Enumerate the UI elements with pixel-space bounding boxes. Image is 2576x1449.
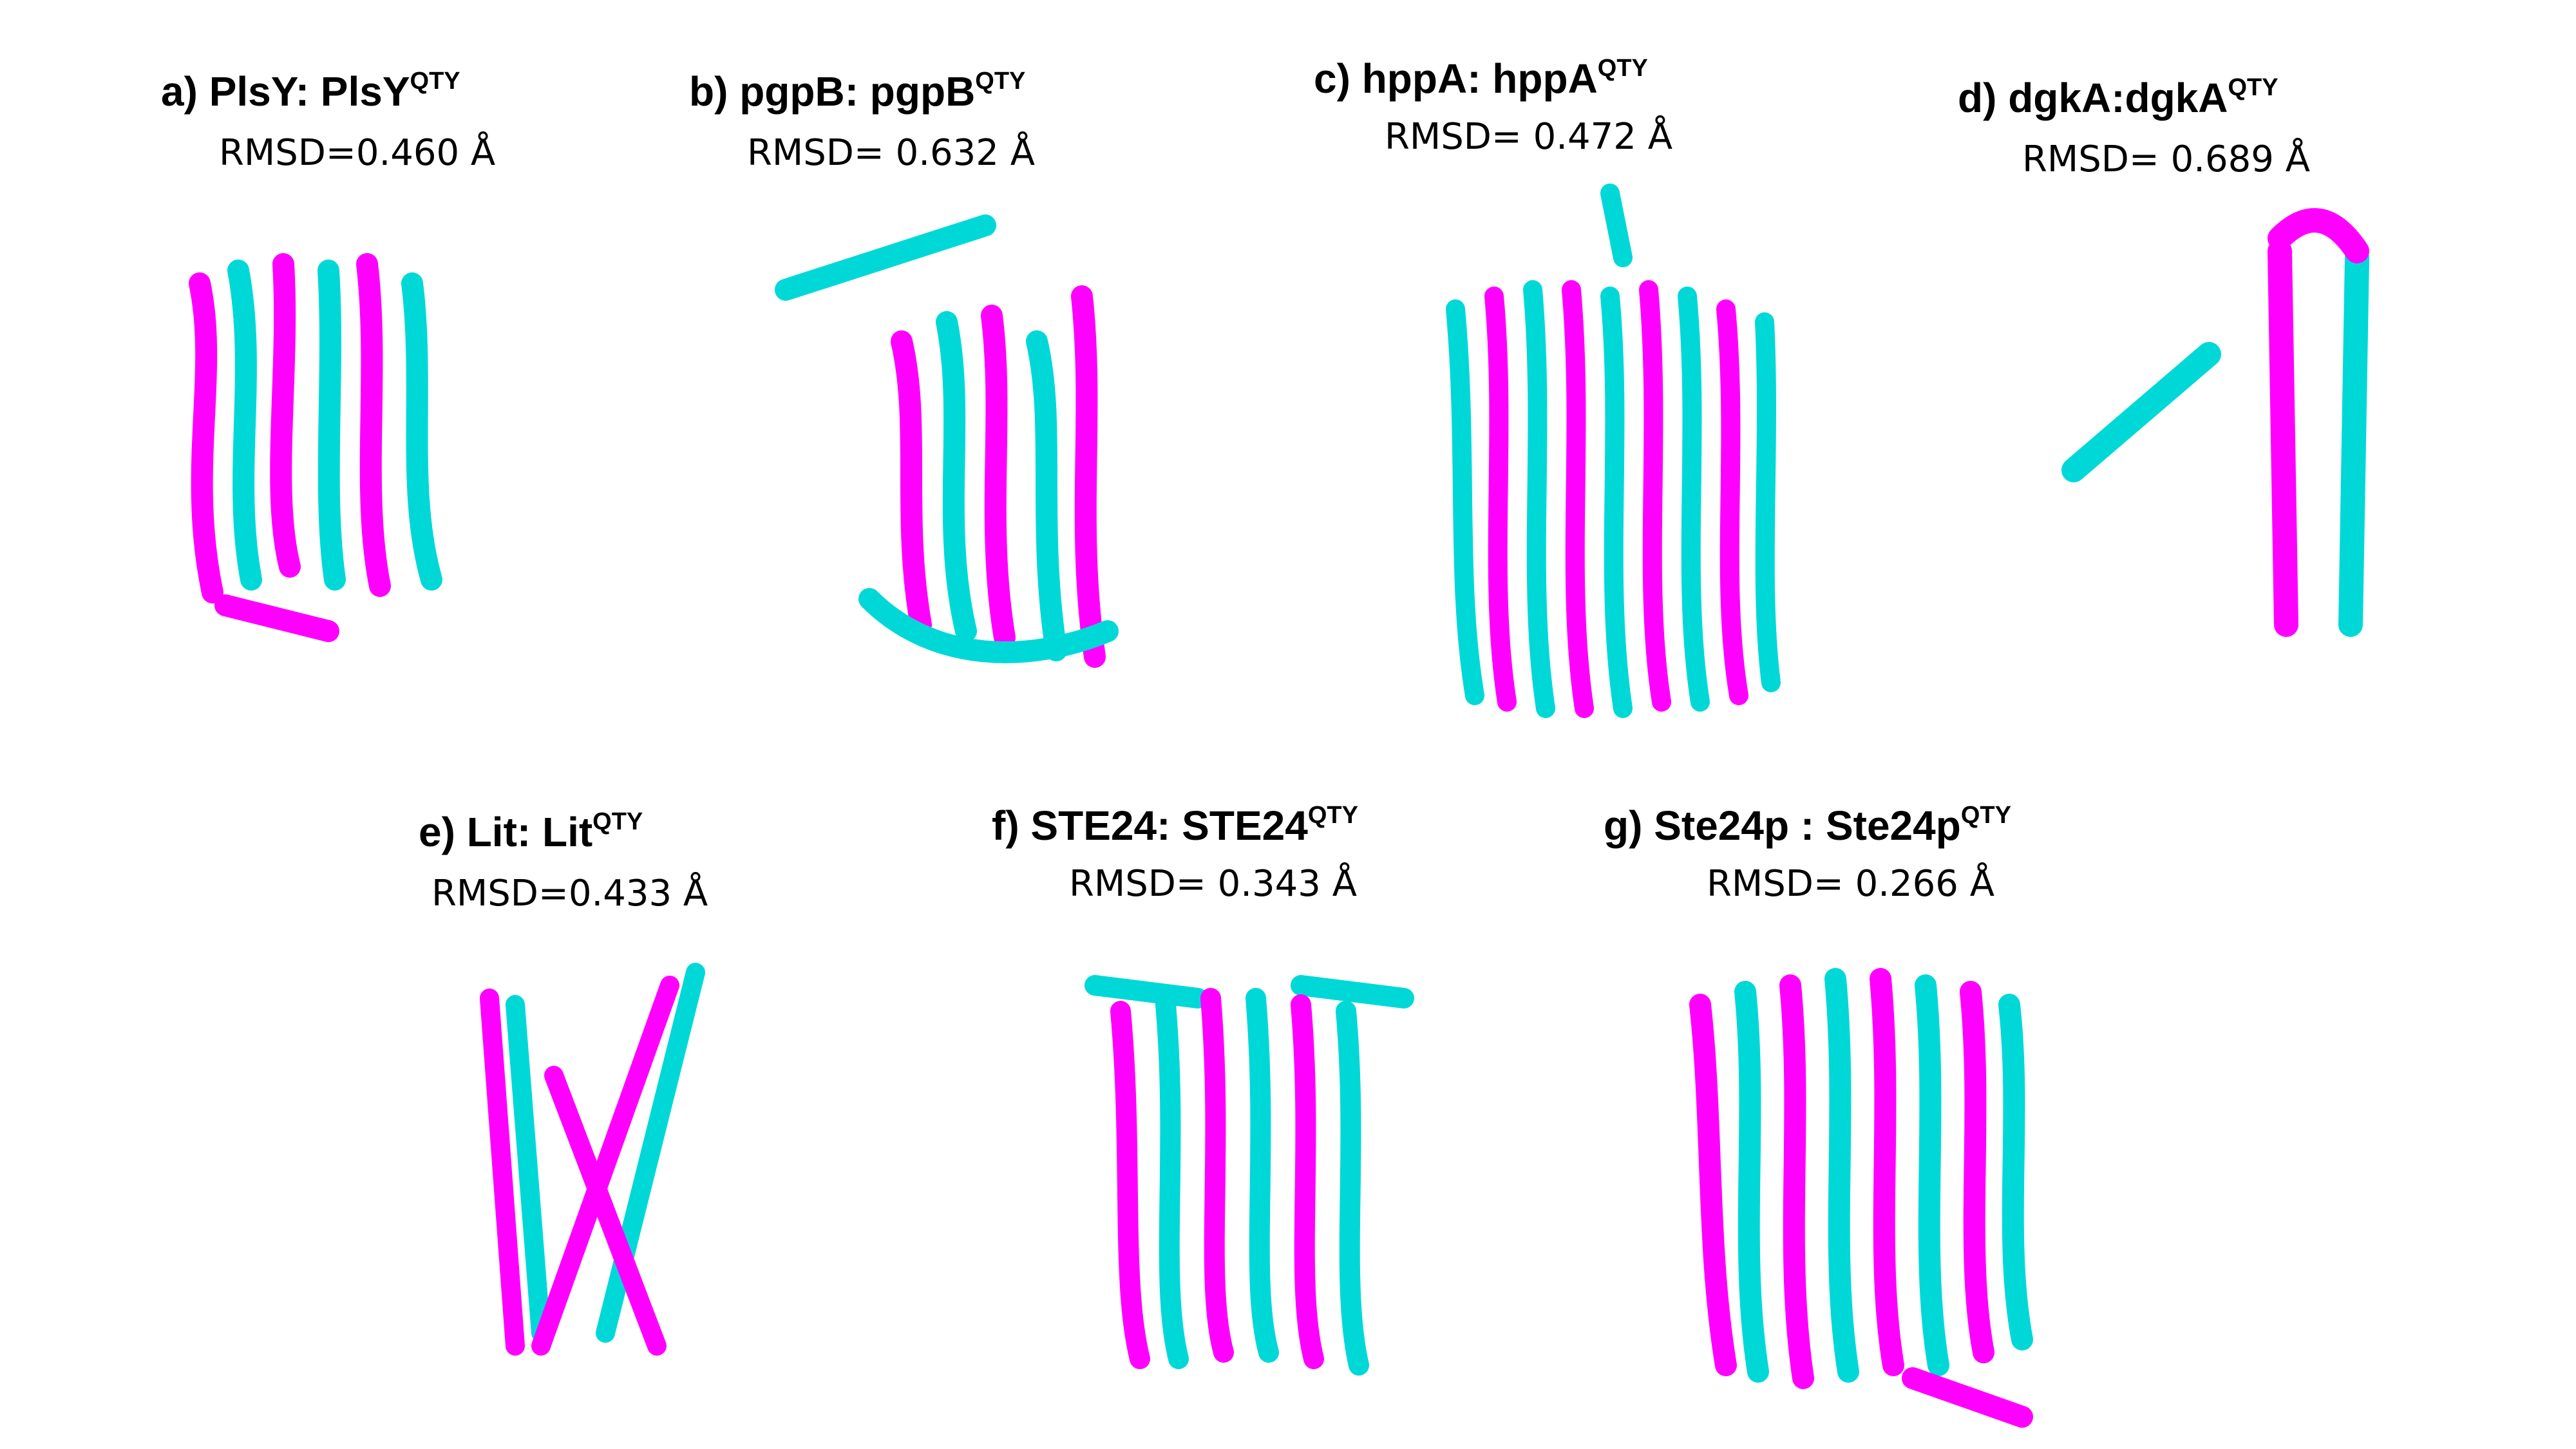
- panel-f-sup: QTY: [1307, 802, 1358, 829]
- panel-e-protein: Lit: [466, 809, 517, 855]
- panel-f-protein-qty: STE24: [1182, 802, 1308, 849]
- panel-c-structure-image: [1446, 184, 1781, 718]
- panel-a-structure-image: [189, 253, 442, 642]
- panel-c-protein-qty: hppA: [1492, 55, 1598, 102]
- panel-b-structure-image: [775, 214, 1119, 668]
- panel-a-sep: :: [295, 68, 321, 115]
- panel-e-structure-image: [480, 963, 705, 1356]
- panel-e-title: e) Lit: LitQTY: [419, 808, 643, 856]
- panel-c-title: c) hppA: hppAQTY: [1314, 55, 1648, 102]
- panel-b-sup: QTY: [975, 68, 1026, 95]
- panel-g-sup: QTY: [1960, 802, 2011, 829]
- panel-g-protein: Ste24p: [1654, 802, 1790, 849]
- panel-a-protein-qty: PlsY: [320, 68, 410, 115]
- panel-b-sep: :: [844, 68, 870, 115]
- panel-f-title: f) STE24: STE24QTY: [992, 802, 1358, 849]
- panel-g-protein-qty: Ste24p: [1825, 802, 1961, 849]
- panel-d-rmsd: RMSD= 0.689 Å: [2022, 138, 2311, 180]
- panel-d-structure-image: [2061, 208, 2369, 637]
- panel-g-rmsd: RMSD= 0.266 Å: [1707, 863, 1995, 905]
- panel-e-sup: QTY: [592, 808, 643, 835]
- panel-e-rmsd: RMSD=0.433 Å: [431, 873, 708, 914]
- panel-c-protein: hppA: [1361, 55, 1468, 102]
- panel-g-sep: :: [1789, 802, 1826, 849]
- panel-a-title: a) PlsY: PlsYQTY: [161, 68, 460, 115]
- panel-b-protein-qty: pgpB: [869, 68, 976, 115]
- panel-d-protein-qty: dgkA: [2125, 75, 2228, 121]
- panel-f-sep: :: [1157, 802, 1182, 849]
- panel-c-sep: :: [1467, 55, 1493, 102]
- panel-f-rmsd: RMSD= 0.343 Å: [1069, 863, 1358, 905]
- panel-f-structure-image: [1084, 975, 1414, 1376]
- panel-c-letter: c): [1314, 55, 1350, 102]
- panel-a-letter: a): [161, 68, 198, 115]
- panel-g-letter: g): [1604, 802, 1643, 849]
- panel-d-protein: dgkA: [2008, 75, 2112, 121]
- panel-d-sep: :: [2111, 75, 2125, 121]
- panel-e-protein-qty: Lit: [542, 809, 593, 855]
- panel-c-sup: QTY: [1597, 55, 1648, 82]
- panel-g-structure-image: [1689, 968, 2033, 1428]
- panel-b-rmsd: RMSD= 0.632 Å: [747, 132, 1036, 174]
- panel-d-title: d) dgkA:dgkAQTY: [1958, 74, 2278, 122]
- panel-e-letter: e): [419, 809, 455, 855]
- panel-d-letter: d): [1958, 75, 1997, 121]
- panel-g-title: g) Ste24p : Ste24pQTY: [1604, 802, 2011, 849]
- panel-a-protein: PlsY: [209, 68, 296, 115]
- panel-a-rmsd: RMSD=0.460 Å: [219, 132, 496, 174]
- panel-b-title: b) pgpB: pgpBQTY: [689, 68, 1025, 115]
- panel-b-protein: pgpB: [739, 68, 845, 115]
- panel-a-sup: QTY: [410, 68, 460, 95]
- panel-c-rmsd: RMSD= 0.472 Å: [1385, 116, 1673, 158]
- panel-b-letter: b): [689, 68, 728, 115]
- panel-f-letter: f): [992, 802, 1019, 849]
- panel-d-sup: QTY: [2228, 74, 2278, 101]
- panel-e-sep: :: [516, 809, 542, 855]
- panel-f-protein: STE24: [1030, 802, 1157, 849]
